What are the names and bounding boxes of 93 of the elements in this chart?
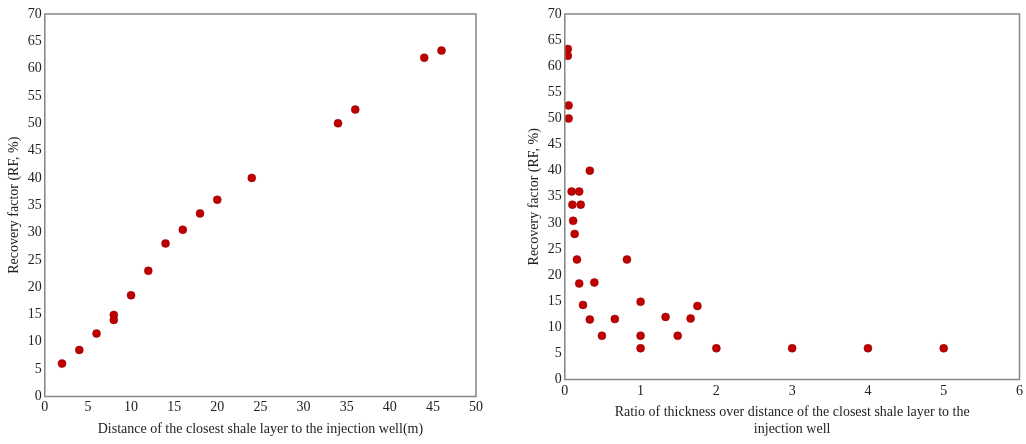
point <box>247 173 257 183</box>
point <box>75 345 84 355</box>
point <box>92 329 101 338</box>
x-tick-label: 15 <box>167 399 182 415</box>
point <box>144 266 153 275</box>
y-tick-label: 25 <box>547 240 562 256</box>
point <box>570 229 579 239</box>
point <box>576 200 585 209</box>
point <box>673 331 682 340</box>
x-tick-label: 6 <box>1016 382 1023 398</box>
x-tick-label: 5 <box>84 399 92 415</box>
point <box>939 344 948 353</box>
point <box>178 225 188 235</box>
point <box>712 344 721 353</box>
y-tick-label: 15 <box>27 306 42 322</box>
point <box>578 300 588 310</box>
y-tick-label: 60 <box>27 60 42 76</box>
y-tick-label: 30 <box>547 214 562 230</box>
y-tick-label: 55 <box>27 87 42 103</box>
y-tick-label: 35 <box>27 196 42 212</box>
x-tick-label: 40 <box>382 399 397 415</box>
point <box>610 314 620 324</box>
point <box>420 53 429 62</box>
y-tick-label: 40 <box>27 169 42 185</box>
y-tick-label: 10 <box>547 319 562 335</box>
point <box>574 279 584 288</box>
point <box>568 200 577 209</box>
point <box>161 239 170 248</box>
point <box>863 344 873 353</box>
x-axis-title: Distance of the closest shale layer to the injection well(m) <box>97 421 424 438</box>
y-tick-label: 70 <box>27 5 42 21</box>
point <box>585 315 595 324</box>
point <box>57 359 67 368</box>
x-tick-label: 10 <box>124 399 139 415</box>
point <box>661 312 670 322</box>
point <box>109 310 119 320</box>
x-axis-title: Ratio of thickness over distance of the closest shale layer to the injection well <box>614 404 970 437</box>
x-tick-label: 5 <box>940 382 948 398</box>
point <box>564 101 573 110</box>
y-tick-label: 25 <box>27 251 42 267</box>
point <box>686 314 695 323</box>
y-tick-label: 45 <box>547 136 562 152</box>
point <box>213 195 222 204</box>
y-tick-label: 55 <box>547 84 562 100</box>
point <box>636 331 645 340</box>
y-tick-label: 45 <box>27 142 42 158</box>
point <box>693 301 702 311</box>
y-tick-label: 30 <box>27 224 42 240</box>
y-tick-label: 0 <box>554 371 562 387</box>
y-tick-label: 50 <box>547 110 562 126</box>
y-tick-label: 20 <box>27 278 42 294</box>
x-tick-label: 25 <box>253 399 268 415</box>
x-tick-label: 20 <box>210 399 225 415</box>
point <box>590 278 599 287</box>
point <box>574 187 584 196</box>
y-tick-label: 20 <box>547 266 562 282</box>
x-tick-label: 50 <box>469 399 483 415</box>
y-tick-label: 15 <box>547 292 562 308</box>
y-tick-label: 50 <box>27 114 42 130</box>
point <box>195 209 205 218</box>
y-tick-label: 40 <box>547 162 562 178</box>
point <box>564 114 573 123</box>
point <box>597 331 607 340</box>
y-tick-label: 35 <box>547 188 562 204</box>
x-tick-label: 1 <box>637 382 645 398</box>
y-tick-label: 70 <box>547 5 562 21</box>
point <box>126 291 136 300</box>
x-tick-label: 30 <box>296 399 311 415</box>
x-tick-label: 2 <box>712 382 720 398</box>
x-tick-label: 45 <box>425 399 440 415</box>
point <box>622 255 632 264</box>
y-tick-label: 65 <box>547 31 562 47</box>
y-tick-label: 65 <box>27 32 42 48</box>
y-axis-title: Recovery factor (RF, %) <box>526 127 543 266</box>
y-tick-label: 60 <box>547 57 562 73</box>
point <box>636 297 645 307</box>
point <box>636 344 645 353</box>
point <box>333 119 343 128</box>
point <box>567 187 576 196</box>
point <box>568 216 578 226</box>
point <box>585 166 595 175</box>
y-axis-title: Recovery factor (RF, %) <box>6 136 23 274</box>
point <box>437 46 446 55</box>
point <box>564 51 573 61</box>
x-tick-label: 35 <box>339 399 354 415</box>
x-tick-label: 4 <box>864 382 872 398</box>
point <box>787 344 797 353</box>
y-tick-label: 5 <box>34 360 42 376</box>
point <box>572 255 582 264</box>
y-tick-label: 10 <box>27 333 42 349</box>
x-tick-label: 3 <box>788 382 796 398</box>
y-tick-label: 5 <box>554 345 562 361</box>
point <box>351 105 360 114</box>
